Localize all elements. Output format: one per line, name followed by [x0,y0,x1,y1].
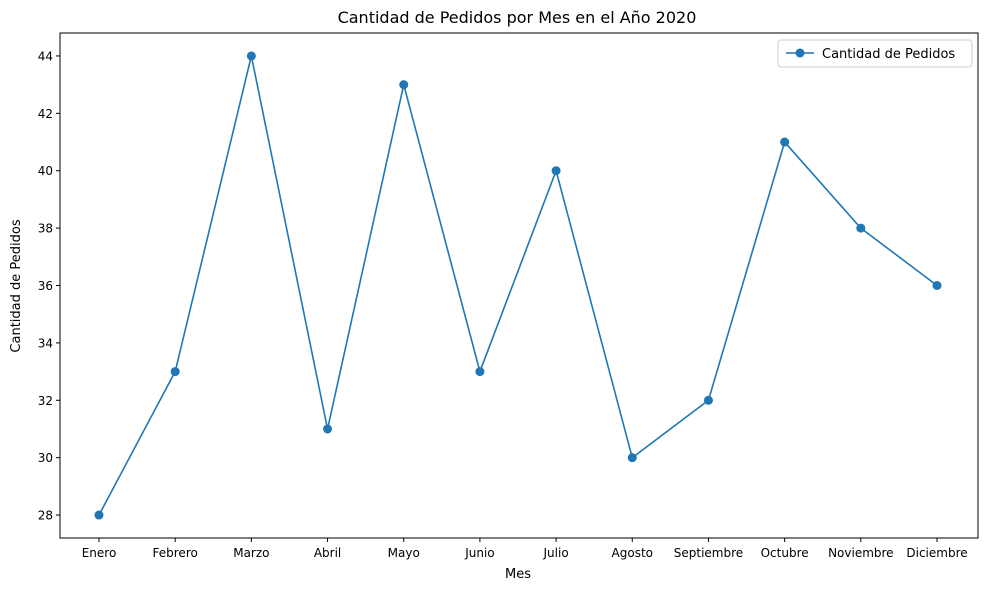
y-tick-label: 28 [38,509,53,523]
x-tick-label: Septiembre [674,546,743,560]
x-tick-label: Febrero [153,546,198,560]
legend: Cantidad de Pedidos [777,39,973,68]
data-point [170,367,180,377]
x-tick-label: Mayo [388,546,420,560]
data-point [856,223,866,233]
y-tick-label: 44 [38,49,53,63]
data-point [932,281,942,290]
data-point [780,137,790,147]
plot-area [59,32,979,539]
series-layer [94,51,942,520]
data-point [703,395,713,405]
data-point [475,367,485,377]
y-tick-label: 30 [38,451,53,465]
y-tick-label: 36 [38,279,53,293]
data-point [323,424,333,434]
x-tick-label: Enero [82,546,117,560]
x-axis-label: Mes [505,567,531,582]
x-tick-label: Julio [543,546,569,560]
y-tick-label: 38 [38,222,53,236]
y-axis-label: Cantidad de Pedidos [9,219,24,352]
chart-title: Cantidad de Pedidos por Mes en el Año 20… [338,8,697,27]
y-tick-label: 32 [38,394,53,408]
x-tick-label: Octubre [761,546,809,560]
data-point [627,453,637,463]
legend-marker-swatch [795,48,805,58]
y-tick-label: 40 [38,164,53,178]
data-point [399,80,409,90]
legend-box [777,39,973,68]
data-point [94,510,104,520]
y-tick-label: 42 [38,107,53,121]
legend-label: Cantidad de Pedidos [822,47,955,62]
y-axis: 28 30 32 34 36 38 40 42 44 [38,49,60,523]
y-tick-label: 34 [38,336,53,350]
x-axis: Enero Febrero Marzo Abril Mayo Junio Julio Agos… [82,538,968,560]
x-tick-label: Abril [314,546,341,560]
data-point [246,51,256,61]
data-point [551,166,561,176]
x-tick-label: Noviembre [828,546,894,560]
x-tick-label: Diciembre [906,546,967,560]
x-tick-label: Junio [464,546,494,560]
x-tick-label: Marzo [233,546,269,560]
x-tick-label: Agosto [612,546,653,560]
series-line [98,55,938,516]
